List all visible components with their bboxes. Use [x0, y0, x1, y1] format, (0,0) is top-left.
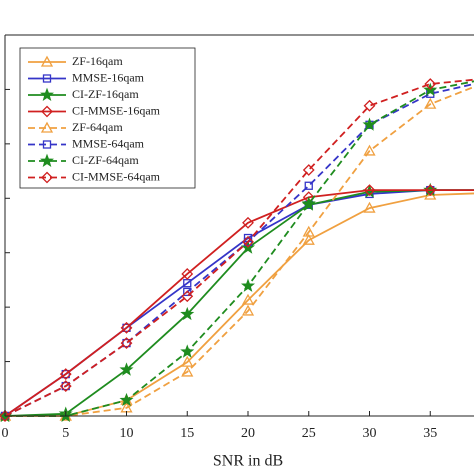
series-line: [4, 189, 474, 417]
series-line: [5, 85, 474, 417]
marker: [122, 338, 131, 348]
marker: [363, 99, 376, 112]
legend-label: CI-ZF-16qam: [72, 87, 139, 101]
marker: [242, 235, 254, 248]
marker: [241, 304, 255, 316]
legend-label: CI-ZF-64qam: [72, 153, 139, 167]
legend-label: ZF-16qam: [72, 54, 123, 68]
x-tick-label: 0: [2, 426, 9, 441]
x-axis-label: SNR in dB: [213, 453, 283, 470]
x-tick-label: 20: [241, 426, 255, 441]
marker: [304, 181, 313, 190]
marker: [181, 290, 194, 303]
marker: [119, 392, 134, 407]
legend-label: MMSE-64qam: [72, 136, 145, 150]
marker: [363, 184, 376, 197]
legend-label: CI-MMSE-16qam: [72, 103, 161, 117]
x-tick-label: 5: [62, 426, 69, 441]
marker: [181, 365, 194, 377]
marker: [59, 380, 72, 392]
marker: [363, 201, 376, 213]
marker: [40, 55, 54, 67]
marker: [120, 321, 133, 334]
marker: [40, 121, 54, 133]
marker: [61, 369, 70, 379]
plot-area: [0, 78, 474, 422]
x-tick-label: 30: [363, 426, 377, 441]
marker: [362, 117, 377, 131]
marker: [0, 410, 11, 422]
marker: [302, 164, 315, 176]
marker: [424, 78, 437, 90]
marker: [181, 268, 194, 280]
legend-label: CI-MMSE-64qam: [72, 169, 161, 183]
legend-label: ZF-64qam: [72, 120, 123, 134]
marker: [61, 381, 70, 391]
marker: [183, 287, 192, 297]
marker: [119, 362, 134, 376]
marker: [41, 105, 53, 118]
series-line: [4, 78, 474, 417]
marker: [42, 74, 52, 83]
series-line: [4, 189, 474, 417]
x-tick-label: 10: [120, 426, 134, 441]
marker: [301, 196, 316, 210]
marker: [41, 171, 53, 184]
marker: [241, 293, 255, 305]
legend: ZF-16qam MMSE-16qam CI-ZF-16qam CI-MMSE-16q…: [19, 47, 196, 189]
marker: [240, 278, 256, 292]
marker: [122, 323, 131, 332]
marker: [302, 225, 315, 237]
series-line: [5, 192, 474, 417]
series-line: [4, 189, 474, 417]
marker: [59, 368, 72, 381]
marker: [302, 233, 315, 245]
x-tick-label: 15: [180, 426, 194, 441]
marker: [363, 144, 376, 156]
marker: [42, 140, 52, 149]
marker: [242, 216, 254, 229]
marker: [39, 153, 55, 167]
marker: [180, 306, 195, 321]
x-tick-label: 25: [302, 426, 316, 441]
marker: [424, 184, 437, 197]
marker: [120, 337, 133, 349]
marker: [243, 237, 253, 246]
marker: [424, 97, 437, 109]
legend-box: [19, 47, 196, 189]
legend-label: MMSE-16qam: [72, 70, 145, 84]
marker: [180, 344, 195, 358]
marker: [39, 87, 55, 101]
x-tick-label: 35: [423, 426, 437, 441]
